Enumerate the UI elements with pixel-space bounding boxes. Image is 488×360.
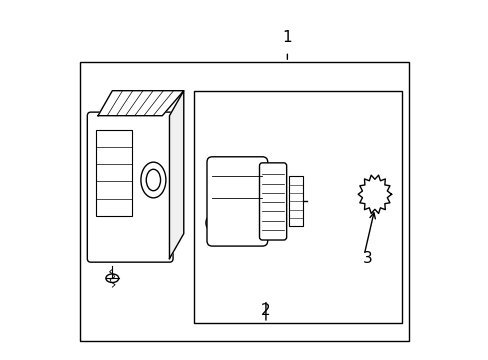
- Bar: [96, 130, 132, 216]
- Polygon shape: [357, 175, 391, 213]
- Polygon shape: [98, 91, 183, 116]
- Text: 2: 2: [261, 303, 270, 318]
- Ellipse shape: [375, 192, 379, 197]
- FancyBboxPatch shape: [87, 112, 173, 262]
- FancyBboxPatch shape: [259, 163, 286, 240]
- Text: 1: 1: [282, 30, 292, 45]
- Bar: [194, 91, 401, 323]
- FancyBboxPatch shape: [206, 157, 267, 246]
- Ellipse shape: [205, 211, 233, 234]
- Bar: [80, 62, 408, 341]
- Ellipse shape: [106, 274, 119, 283]
- Bar: [288, 176, 303, 226]
- Text: 3: 3: [362, 251, 372, 266]
- Polygon shape: [169, 91, 183, 258]
- Ellipse shape: [141, 162, 165, 198]
- Ellipse shape: [366, 185, 382, 203]
